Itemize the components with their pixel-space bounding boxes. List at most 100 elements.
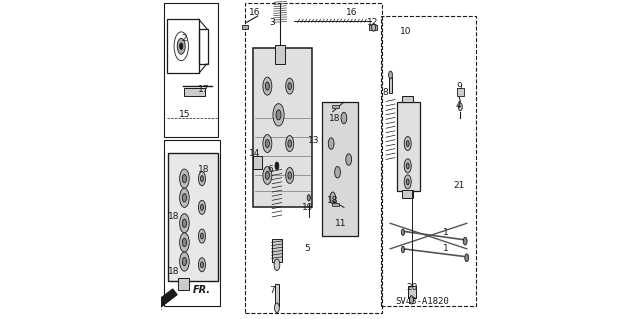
Text: 6: 6 xyxy=(268,165,273,174)
Ellipse shape xyxy=(285,136,294,152)
Ellipse shape xyxy=(180,43,183,49)
Bar xyxy=(332,203,339,206)
Text: 20: 20 xyxy=(407,283,418,292)
Ellipse shape xyxy=(200,204,204,210)
Bar xyxy=(168,153,218,281)
Ellipse shape xyxy=(200,262,204,268)
Bar xyxy=(164,140,220,306)
Ellipse shape xyxy=(328,138,334,149)
Ellipse shape xyxy=(198,200,205,214)
Text: 9: 9 xyxy=(456,82,461,91)
Bar xyxy=(242,25,248,29)
Bar xyxy=(199,29,208,64)
Bar xyxy=(272,239,282,262)
Ellipse shape xyxy=(404,159,412,173)
Text: 16: 16 xyxy=(249,8,260,17)
Ellipse shape xyxy=(180,169,189,188)
Text: 18: 18 xyxy=(328,114,340,122)
Text: 21: 21 xyxy=(453,181,465,189)
Text: SV43-A1820: SV43-A1820 xyxy=(396,297,449,306)
Text: 18: 18 xyxy=(168,267,179,276)
Ellipse shape xyxy=(406,179,409,185)
Ellipse shape xyxy=(465,254,468,262)
Ellipse shape xyxy=(404,175,412,189)
Ellipse shape xyxy=(180,214,189,233)
Bar xyxy=(388,77,392,93)
Ellipse shape xyxy=(266,171,269,180)
Ellipse shape xyxy=(410,296,413,304)
Ellipse shape xyxy=(180,252,189,271)
Ellipse shape xyxy=(266,139,269,148)
Text: 19: 19 xyxy=(301,203,313,212)
Ellipse shape xyxy=(288,140,291,147)
Text: 1: 1 xyxy=(443,244,449,253)
Ellipse shape xyxy=(463,237,467,245)
Ellipse shape xyxy=(275,162,279,170)
Ellipse shape xyxy=(182,174,186,183)
Bar xyxy=(403,96,413,102)
Ellipse shape xyxy=(182,194,186,202)
Ellipse shape xyxy=(182,257,186,266)
Ellipse shape xyxy=(263,77,272,95)
Ellipse shape xyxy=(341,112,347,124)
Ellipse shape xyxy=(406,141,409,146)
Text: 2: 2 xyxy=(182,34,188,43)
Text: 18: 18 xyxy=(327,197,339,205)
Ellipse shape xyxy=(288,83,291,90)
Ellipse shape xyxy=(263,135,272,152)
Ellipse shape xyxy=(200,233,204,239)
Bar xyxy=(178,278,189,290)
Text: 8: 8 xyxy=(383,88,388,97)
Bar xyxy=(403,190,413,198)
Text: 14: 14 xyxy=(249,149,260,158)
Bar xyxy=(457,88,463,96)
Bar xyxy=(381,16,476,306)
Text: 15: 15 xyxy=(179,110,190,119)
Text: 11: 11 xyxy=(335,219,346,228)
Ellipse shape xyxy=(458,103,462,111)
Ellipse shape xyxy=(266,82,269,90)
Bar xyxy=(369,25,378,30)
Ellipse shape xyxy=(401,229,404,235)
Ellipse shape xyxy=(182,219,186,227)
Ellipse shape xyxy=(330,192,335,204)
Text: 13: 13 xyxy=(308,136,319,145)
Ellipse shape xyxy=(275,303,279,313)
Bar xyxy=(164,3,218,137)
Ellipse shape xyxy=(276,110,281,120)
Ellipse shape xyxy=(274,259,280,271)
Bar xyxy=(275,284,280,306)
Ellipse shape xyxy=(263,167,272,184)
Text: 17: 17 xyxy=(198,85,209,94)
Text: 5: 5 xyxy=(305,244,310,253)
Ellipse shape xyxy=(273,104,284,126)
Ellipse shape xyxy=(198,258,205,272)
FancyArrow shape xyxy=(151,289,177,310)
Bar xyxy=(253,48,312,207)
Ellipse shape xyxy=(285,78,294,94)
Text: FR.: FR. xyxy=(193,285,211,295)
Ellipse shape xyxy=(198,229,205,243)
Text: 7: 7 xyxy=(269,286,275,295)
Ellipse shape xyxy=(401,246,404,253)
Text: 18: 18 xyxy=(168,212,179,221)
Text: 16: 16 xyxy=(346,8,358,17)
Ellipse shape xyxy=(404,137,412,151)
Ellipse shape xyxy=(346,154,351,165)
Bar xyxy=(408,286,416,298)
Text: 4: 4 xyxy=(456,101,461,110)
Bar xyxy=(253,156,262,169)
Ellipse shape xyxy=(198,172,205,186)
Ellipse shape xyxy=(406,163,409,169)
Bar xyxy=(184,88,205,96)
Text: 1: 1 xyxy=(443,228,449,237)
Bar xyxy=(332,105,339,108)
Bar xyxy=(245,3,382,313)
Bar xyxy=(397,102,420,191)
Text: 12: 12 xyxy=(367,18,378,27)
Ellipse shape xyxy=(307,195,310,201)
Ellipse shape xyxy=(180,188,189,207)
Ellipse shape xyxy=(180,233,189,252)
Ellipse shape xyxy=(335,167,340,178)
Ellipse shape xyxy=(388,71,392,79)
